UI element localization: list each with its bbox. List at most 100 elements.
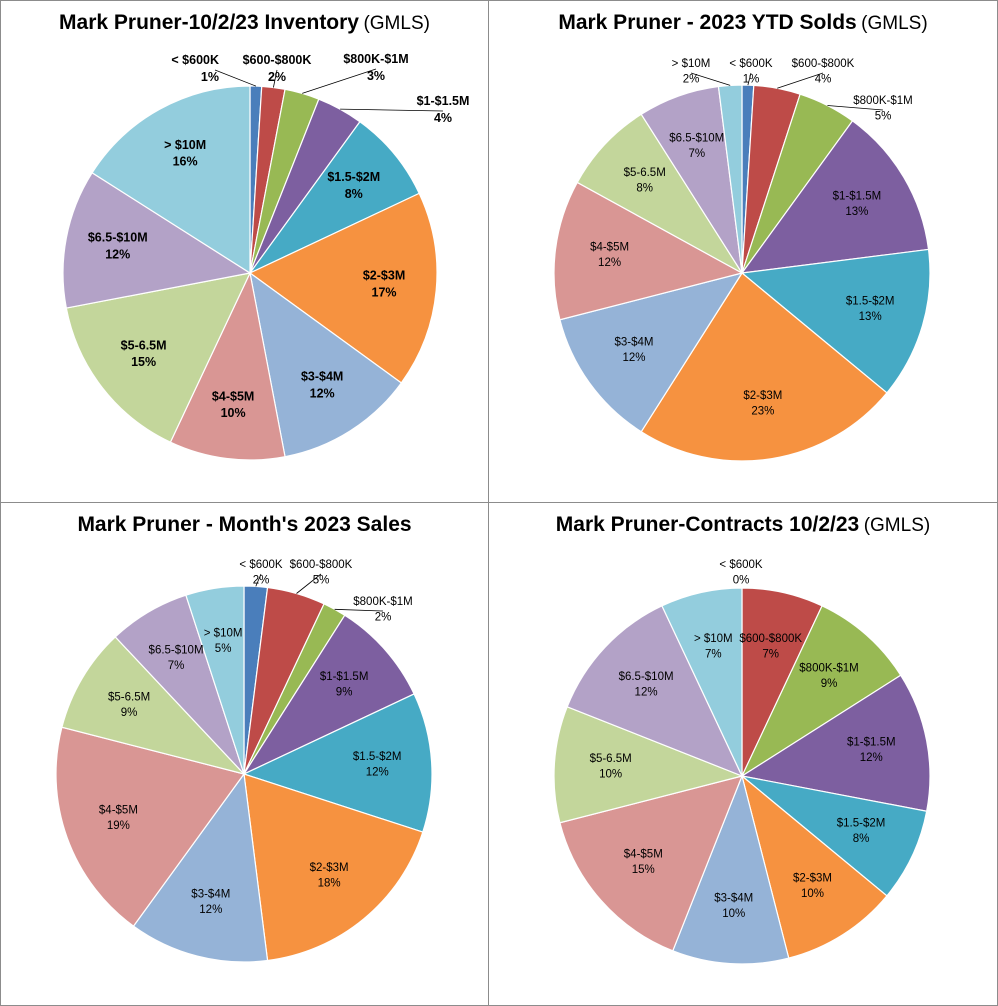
slice-percent-4-5m: 10% — [221, 406, 246, 420]
slice-percent-3-4m: 12% — [310, 386, 335, 400]
slice-percent-4-5m: 15% — [632, 864, 655, 876]
chart-title-main: Mark Pruner - Month's 2023 Sales — [77, 513, 412, 536]
pie-labels: < $600K 1% $600-$800K 4% $800K-$1M 5% $1-$1.5M… — [590, 58, 913, 418]
pie-slice-2-3m — [640, 272, 888, 462]
slice-percent-800k-1m: 2% — [375, 612, 392, 624]
slice-label-1-5-2m: $1.5-$2M — [353, 751, 402, 763]
pie-slices — [55, 585, 433, 963]
pie-slice-800k-1m — [740, 605, 902, 778]
slice-label-800k-1m: $800K-$1M — [799, 663, 858, 675]
slice-label-10m: > $10M — [164, 138, 206, 152]
slice-label-600k: < $600K — [719, 559, 762, 571]
pie-slice-3-4m — [672, 774, 790, 965]
pie-slice-2-3m — [248, 192, 438, 384]
slice-percent-5-6-5m: 8% — [636, 182, 653, 194]
slice-label-5-6-5m: $5-6.5M — [108, 691, 150, 703]
month-sales-pie-chart: < $600K 2% $600-$800K 5% $800K-$1M 2% $1-$1.5M… — [55, 559, 433, 963]
slice-percent-600k: 0% — [733, 575, 750, 587]
slice-label-3-4m: $3-$4M — [615, 337, 654, 349]
pie-slice-1-1-5m — [740, 120, 930, 274]
leader-line-600-800k — [296, 573, 322, 594]
slice-percent-800k-1m: 3% — [367, 69, 385, 83]
slice-label-1-5-2m: $1.5-$2M — [327, 170, 380, 184]
slice-percent-5-6-5m: 9% — [121, 707, 138, 719]
slice-percent-5-6-5m: 10% — [599, 769, 622, 781]
slice-percent-2-3m: 10% — [801, 888, 824, 900]
contracts-chart-panel: Mark Pruner-Contracts 10/2/23 (GMLS) < $… — [488, 502, 998, 1006]
slice-percent-600-800k: 2% — [268, 70, 286, 84]
pie-slice-5-6-5m — [65, 272, 252, 443]
pie-slices — [553, 84, 931, 462]
leader-line-10m — [690, 72, 731, 86]
slice-percent-1-1-5m: 9% — [336, 687, 353, 699]
pie-slice-3-4m — [559, 272, 744, 433]
slice-label-1-1-5m: $1-$1.5M — [417, 94, 470, 108]
pie-slice-5-6-5m — [61, 636, 246, 776]
pie-slice-1-1-5m — [242, 614, 415, 776]
pie-slice-4-5m — [169, 271, 286, 461]
slice-percent-1-5-2m: 8% — [345, 187, 363, 201]
slice-percent-3-4m: 12% — [199, 904, 222, 916]
slice-percent-2-3m: 18% — [318, 878, 341, 890]
pie-slice-4-5m — [559, 775, 743, 952]
leader-line-800k-1m — [302, 68, 377, 94]
slice-label-600-800k: $600-$800K — [739, 633, 802, 645]
leader-line-600k — [747, 72, 752, 86]
pie-slice-1-5-2m — [741, 775, 928, 897]
slice-percent-6-5-10m: 7% — [688, 148, 705, 160]
slice-percent-4-5m: 12% — [598, 257, 621, 269]
pie-slice-10m — [661, 587, 743, 777]
pie-slice-4-5m — [55, 726, 246, 927]
slice-percent-1-1-5m: 4% — [434, 111, 452, 125]
slice-label-4-5m: $4-$5M — [99, 804, 138, 816]
slice-label-1-1-5m: $1-$1.5M — [847, 737, 896, 749]
slice-percent-10m: 5% — [215, 643, 232, 655]
slice-label-10m: > $10M — [204, 627, 243, 639]
slice-label-6-5-10m: $6.5-$10M — [149, 644, 204, 656]
slice-label-2-3m: $2-$3M — [363, 268, 405, 282]
slice-label-2-3m: $2-$3M — [310, 862, 349, 874]
pie-slice-10m — [91, 85, 251, 275]
slice-percent-600-800k: 4% — [815, 74, 832, 86]
slice-label-800k-1m: $800K-$1M — [853, 95, 912, 107]
slice-label-600-800k: $600-$800K — [290, 559, 353, 571]
chart-title-source: (GMLS) — [863, 515, 931, 536]
pie-slice-6-5-10m — [62, 171, 252, 309]
chart-title-source: (GMLS) — [363, 13, 430, 34]
slice-label-1-1-5m: $1-$1.5M — [833, 190, 882, 202]
slice-label-1-5-2m: $1.5-$2M — [837, 817, 886, 829]
slice-percent-2-3m: 17% — [372, 285, 397, 299]
pie-slices — [553, 587, 931, 965]
slice-percent-2-3m: 23% — [751, 406, 774, 418]
slice-label-2-3m: $2-$3M — [793, 872, 832, 884]
chart-title: Mark Pruner-Contracts 10/2/23 (GMLS) — [489, 513, 997, 537]
slice-label-10m: > $10M — [694, 633, 733, 645]
slice-label-3-4m: $3-$4M — [301, 369, 343, 383]
pie-slice-4-5m — [553, 181, 744, 321]
pie-slice-1-5-2m — [249, 120, 420, 274]
slice-label-4-5m: $4-$5M — [624, 848, 663, 860]
slice-label-3-4m: $3-$4M — [714, 893, 753, 905]
slice-percent-3-4m: 12% — [622, 352, 645, 364]
leader-line-800k-1m — [334, 608, 384, 612]
chart-title-main: Mark Pruner-10/2/23 Inventory — [59, 11, 359, 34]
slice-percent-4-5m: 19% — [107, 820, 130, 832]
slice-percent-3-4m: 10% — [722, 908, 745, 920]
chart-title: Mark Pruner - Month's 2023 Sales — [1, 513, 488, 537]
slice-percent-600-800k: 5% — [313, 575, 330, 587]
slice-percent-600k: 1% — [743, 74, 760, 86]
leader-line-600k — [214, 69, 257, 87]
slice-label-4-5m: $4-$5M — [590, 242, 629, 254]
slice-label-2-3m: $2-$3M — [743, 390, 782, 402]
slice-percent-1-5-2m: 13% — [859, 311, 882, 323]
slice-label-4-5m: $4-$5M — [212, 389, 254, 403]
slice-label-6-5-10m: $6.5-$10M — [619, 671, 674, 683]
pie-labels: < $600K 1% $600-$800K 2% $800K-$1M 3% $1-$1.5M… — [88, 52, 470, 420]
pie-slice-3-4m — [132, 772, 269, 963]
leader-line-600-800k — [273, 69, 278, 88]
pie-slice-10m — [185, 585, 245, 775]
slice-label-600k: < $600K — [239, 559, 282, 571]
slice-label-6-5-10m: $6.5-$10M — [669, 133, 724, 145]
slice-percent-600-800k: 7% — [762, 648, 779, 660]
chart-title: Mark Pruner - 2023 YTD Solds (GMLS) — [489, 11, 997, 35]
